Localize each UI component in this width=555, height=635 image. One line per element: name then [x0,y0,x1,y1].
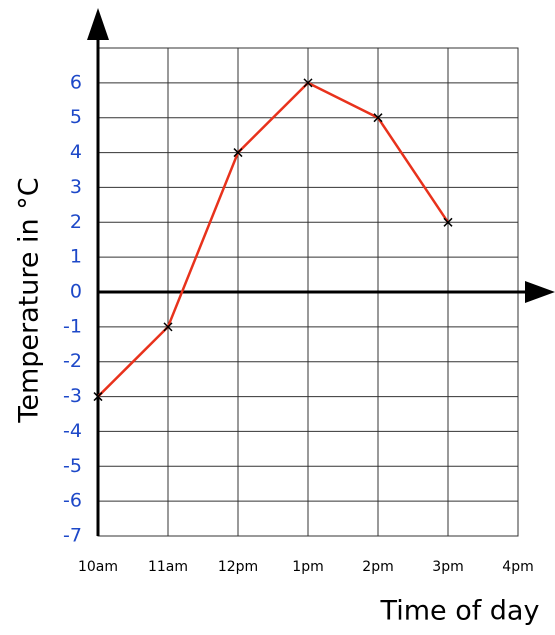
x-tick-label: 1pm [292,559,323,575]
y-tick-label: 4 [70,141,82,163]
point-marker [443,217,453,227]
x-tick-label: 10am [78,559,118,575]
x-tick-label: 3pm [432,559,463,575]
point-marker [373,113,383,123]
y-tick-label: 5 [70,106,82,128]
y-tick-label: -7 [63,525,82,547]
y-axis-label: Temperature in °C [14,177,45,423]
x-tick-label: 11am [148,559,188,575]
y-tick-label: -5 [63,455,82,477]
y-tick-label: -1 [63,315,82,337]
x-tick-label: 4pm [502,559,533,575]
y-axis-arrow [87,8,109,40]
y-tick-label: -6 [63,490,82,512]
point-marker [303,78,313,88]
x-axis-arrow [525,281,555,303]
y-tick-label: 3 [70,176,82,198]
y-tick-label: 1 [70,246,82,268]
y-tick-label: 2 [70,211,82,233]
y-tick-label: -4 [63,420,82,442]
y-tick-label: 0 [70,281,82,303]
y-tick-label: -3 [63,385,82,407]
y-tick-label: 6 [70,71,82,93]
y-tick-label: -2 [63,350,82,372]
point-marker [233,148,243,158]
x-tick-label: 2pm [362,559,393,575]
x-axis-label: Time of day [380,596,540,627]
point-marker [163,322,173,332]
line [97,81,450,398]
x-tick-label: 12pm [218,559,258,575]
point-marker [93,392,103,402]
